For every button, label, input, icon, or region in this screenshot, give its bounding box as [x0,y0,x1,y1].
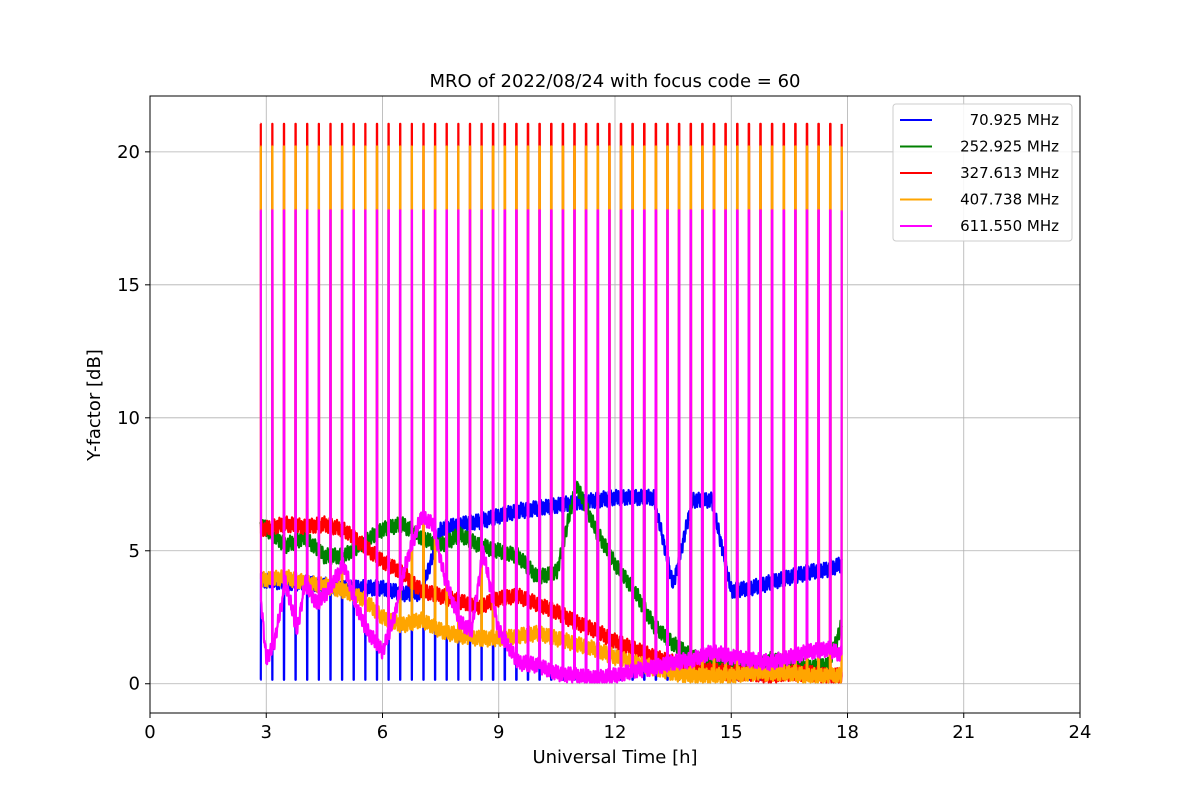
y-tick-label: 10 [117,408,140,429]
legend-label-3: 327.613 MHz [960,164,1059,182]
y-axis-label: Y-factor [dB] [84,349,105,462]
axis-ticks: 0 3 6 9 12 15 18 21 24 0 5 10 15 20 [117,142,1091,743]
x-tick-label: 18 [836,722,859,743]
legend-label-1: 70.925 MHz [970,111,1059,129]
x-tick-label: 3 [261,722,272,743]
y-tick-label: 5 [129,541,140,562]
y-tick-label: 0 [129,674,140,695]
x-tick-label: 12 [604,722,627,743]
x-tick-label: 6 [377,722,388,743]
x-axis-label: Universal Time [h] [532,747,697,768]
x-tick-label: 21 [952,722,975,743]
x-tick-label: 9 [493,722,504,743]
series-line-4 [259,145,843,684]
legend-box [892,103,1073,242]
x-tick-label: 24 [1069,722,1092,743]
legend-label-5: 611.550 MHz [960,217,1059,235]
y-tick-label: 20 [117,142,140,163]
legend: 70.925 MHz 252.925 MHz 327.613 MHz 407.738 … [892,103,1073,242]
grid-lines [149,96,1081,713]
series-layer [259,122,843,684]
chart-title: MRO of 2022/08/24 with focus code = 60 [430,71,801,92]
series-line-5 [259,209,843,684]
legend-label-2: 252.925 MHz [960,138,1059,156]
x-tick-label: 0 [144,722,155,743]
x-tick-label: 15 [720,722,743,743]
legend-label-4: 407.738 MHz [960,191,1059,209]
y-tick-label: 15 [117,275,140,296]
